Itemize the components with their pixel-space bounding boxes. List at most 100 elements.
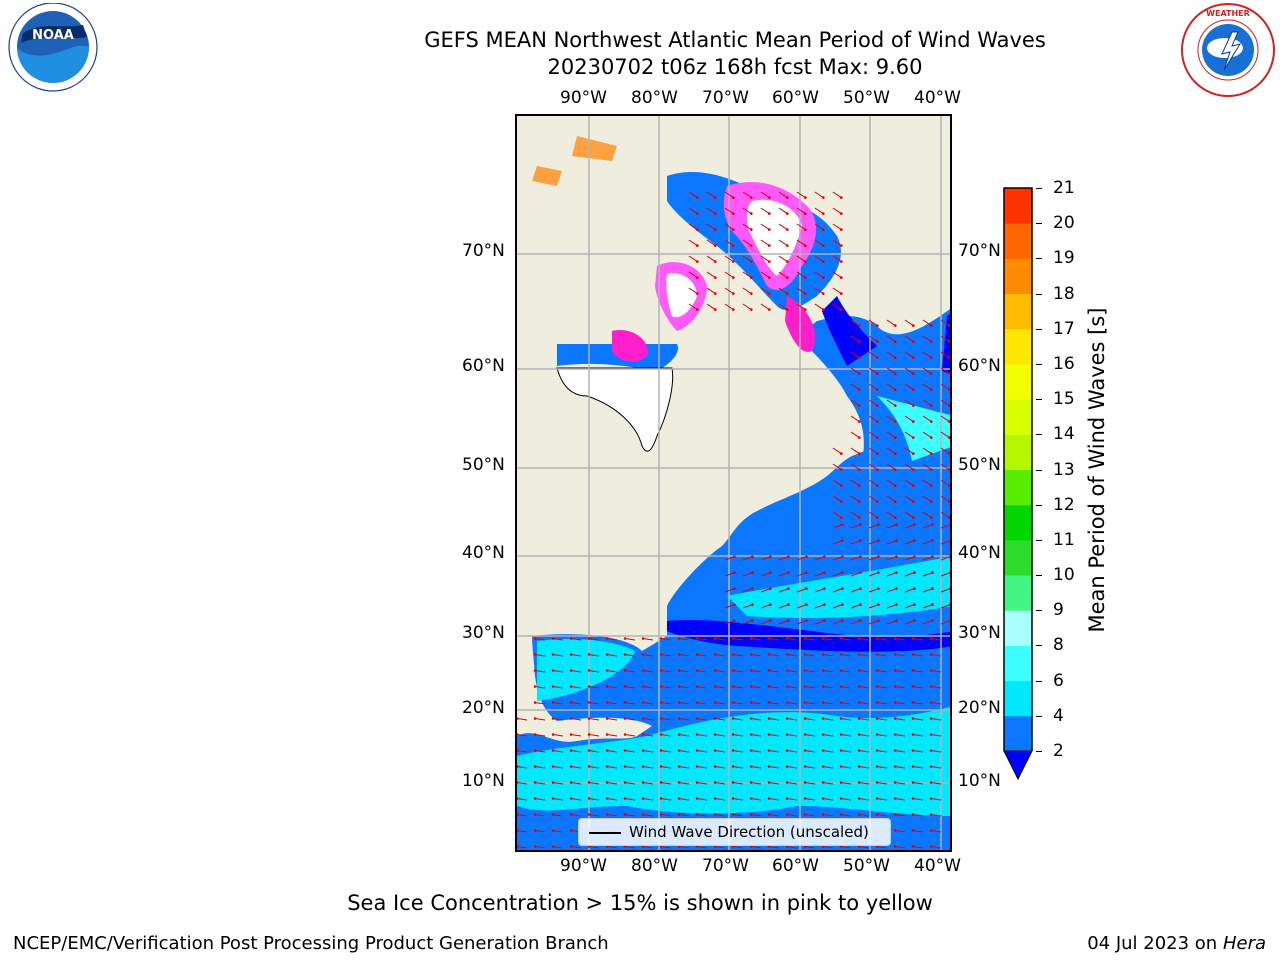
wave-arrow-head-87 [912, 356, 915, 359]
colorbar-tick-mark-4 [1036, 610, 1042, 612]
wave-arrow-head-258 [551, 653, 555, 656]
wave-arrow-317 [787, 686, 798, 689]
wave-arrow-head-479 [695, 797, 699, 800]
wave-arrow-head-175 [841, 555, 844, 558]
svg-text:WEATHER: WEATHER [1206, 9, 1250, 18]
wave-arrow-315 [751, 686, 762, 689]
wave-arrow-head-355 [623, 717, 627, 720]
wave-arrow-head-173 [805, 555, 808, 558]
wave-arrow-267 [715, 654, 726, 657]
lat-tick-right-0: 70°N [958, 241, 1001, 261]
wave-arrow-47 [724, 271, 734, 279]
wave-arrow-379 [625, 734, 636, 737]
wave-arrow-3 [742, 191, 752, 199]
wave-arrow-head-317 [785, 685, 789, 688]
wave-arrow-head-57 [750, 292, 753, 295]
wave-arrow-386 [751, 734, 762, 737]
wave-arrow-410 [751, 750, 762, 753]
wave-arrow-head-19 [714, 228, 717, 231]
wave-arrow-53 [832, 271, 842, 279]
wave-arrow-480 [715, 798, 726, 801]
wave-arrow-549 [661, 846, 672, 849]
wave-arrow-187 [814, 572, 825, 577]
wave-arrow-48 [742, 271, 752, 279]
wave-arrow-head-142 [858, 500, 861, 503]
wave-arrow-200 [814, 588, 825, 593]
wave-arrow-312 [697, 686, 708, 689]
wave-arrow-head-205 [913, 587, 916, 590]
wave-arrow-head-110 [894, 420, 897, 423]
wave-arrow-head-67 [768, 308, 771, 311]
wave-arrow-head-349 [517, 717, 519, 720]
lat-tick-right-1: 60°N [958, 356, 1001, 376]
wave-arrow-head-32 [786, 244, 789, 247]
wave-arrow-head-259 [569, 653, 573, 656]
wave-arrow-111 [904, 415, 914, 423]
wave-arrow-head-311 [677, 685, 681, 688]
wave-arrow-head-112 [930, 420, 933, 423]
wave-arrow-463 [841, 782, 852, 785]
wave-arrow-head-144 [894, 500, 897, 503]
wave-arrow-156 [850, 524, 861, 529]
wave-arrow-321 [859, 686, 870, 689]
wave-arrow-306 [589, 686, 600, 689]
wave-arrow-89 [940, 351, 950, 359]
wave-arrow-head-231 [913, 619, 916, 622]
wave-arrow-head-195 [733, 587, 736, 590]
wave-arrow-head-443 [911, 765, 915, 768]
wave-arrow-158 [886, 524, 897, 529]
wave-arrow-head-316 [767, 685, 771, 688]
wave-arrow-head-427 [623, 765, 627, 768]
wave-arrow-head-475 [623, 797, 627, 800]
wave-arrow-562 [895, 846, 906, 849]
wave-arrow-head-501 [659, 813, 663, 816]
wave-arrow-145 [904, 495, 914, 503]
wave-arrow-head-287 [659, 669, 663, 672]
wave-arrow-head-250 [821, 637, 825, 640]
wave-arrow-head-503 [695, 813, 699, 816]
colorbar-tick-mark-0 [1036, 751, 1042, 752]
wave-arrow-432 [715, 766, 726, 769]
wave-arrow-352 [571, 718, 582, 721]
wave-arrow-head-157 [877, 523, 880, 526]
wave-arrow-head-240 [641, 637, 645, 640]
wave-arrow-head-85 [876, 356, 879, 359]
wave-arrow-head-168 [949, 539, 950, 542]
wave-arrow-278 [913, 654, 924, 657]
wave-arrow-head-439 [839, 765, 843, 768]
wave-arrow-124 [904, 447, 914, 455]
wave-arrow-head-290 [713, 669, 717, 672]
wave-arrow-head-412 [785, 749, 789, 752]
wave-arrow-head-77 [948, 324, 950, 327]
wave-arrow-57 [742, 287, 752, 295]
wave-arrow-head-366 [821, 717, 825, 720]
wave-arrow-head-299 [875, 669, 879, 672]
wave-arrow-177 [868, 556, 879, 561]
wave-arrow-head-367 [839, 717, 843, 720]
wave-arrow-head-151 [894, 516, 897, 519]
wave-arrow-head-198 [787, 587, 790, 590]
wave-arrow-325 [931, 686, 942, 689]
wave-arrow-514 [895, 814, 906, 817]
wave-arrow-560 [859, 846, 870, 849]
wave-arrow-head-544 [569, 845, 573, 848]
colorbar-tick-4: 9 [1053, 600, 1064, 621]
wave-arrow-head-499 [623, 813, 627, 816]
wave-arrow-444 [931, 766, 942, 769]
wave-arrow-head-91 [876, 372, 879, 375]
wave-arrow-head-356 [641, 717, 645, 720]
wave-arrow-head-275 [857, 653, 861, 656]
wave-arrow-375 [553, 734, 564, 737]
wave-arrow-481 [733, 798, 744, 801]
wave-arrow-head-303 [533, 685, 537, 688]
wave-arrow-499 [625, 814, 636, 817]
wave-arrow-397 [517, 750, 528, 753]
wave-arrow-99 [904, 383, 914, 391]
wave-arrow-head-187 [823, 571, 826, 574]
wave-arrow-head-301 [911, 669, 915, 672]
wave-arrow-56 [724, 287, 734, 295]
wave-arrow-10 [706, 207, 716, 215]
wave-arrow-49 [760, 271, 770, 279]
wave-arrow-head-235 [551, 637, 555, 640]
wave-arrow-head-164 [877, 539, 880, 542]
